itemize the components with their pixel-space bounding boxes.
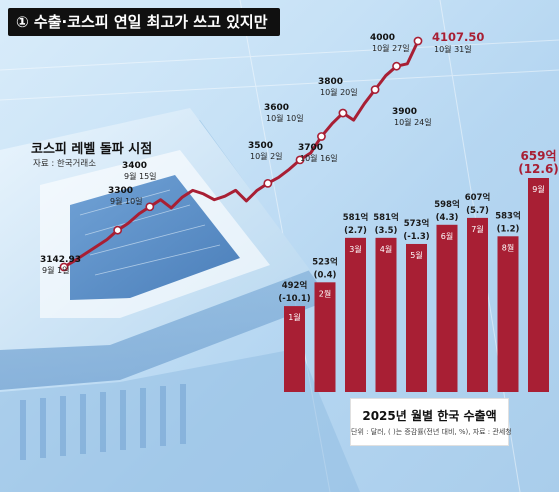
kospi-value-label: 3142.93 (40, 255, 81, 265)
kospi-date-label: 10월 24일 (394, 117, 432, 127)
bar-value-label: 598억 (434, 199, 460, 210)
bar-3월 (345, 237, 366, 392)
bar-month-label: 1월 (288, 312, 300, 322)
kospi-point (392, 61, 401, 71)
bar-5월 (406, 243, 427, 392)
bar-value-label: 659억 (520, 149, 556, 163)
bar-change-label: (1.2) (497, 224, 520, 234)
bar-change-label: (3.5) (375, 226, 398, 236)
bar-month-label: 3월 (349, 244, 361, 254)
export-chart-title: 2025년 월별 한국 수출액 (362, 409, 497, 423)
kospi-value-label: 3300 (108, 186, 133, 196)
bar-7월 (467, 217, 488, 392)
kospi-value-label: 3500 (248, 141, 273, 151)
bar-value-label: 492억 (282, 280, 308, 291)
kospi-line (63, 40, 420, 269)
kospi-value-label: 3600 (264, 103, 289, 113)
kospi-point (338, 108, 348, 118)
bar-change-label: (12.6) (518, 162, 559, 176)
kospi-value-label: 3700 (298, 143, 323, 153)
kospi-date-label: 10월 27일 (372, 43, 410, 53)
bar-month-label: 4월 (380, 244, 392, 254)
kospi-date-label: 10월 16일 (300, 153, 338, 163)
kospi-value-label: 4000 (370, 33, 395, 43)
bar-value-label: 607억 (465, 192, 491, 203)
section-title: ① 수출·코스피 연일 최고가 쓰고 있지만 (8, 8, 280, 36)
kospi-date-label: 10월 10일 (266, 113, 304, 123)
bar-change-label: (4.3) (436, 213, 459, 223)
bar-change-label: (0.4) (314, 270, 337, 280)
kospi-value-label: 3400 (122, 161, 147, 171)
kospi-point (295, 155, 305, 165)
kospi-point (370, 85, 380, 95)
kospi-source: 자료 : 한국거래소 (33, 159, 97, 169)
bar-month-label: 2월 (319, 288, 331, 298)
kospi-date-label: 9월 10일 (110, 196, 143, 206)
kospi-date-label: 9월 15일 (124, 171, 157, 181)
bar-change-label: (-10.1) (278, 294, 310, 304)
bar-value-label: 573억 (404, 218, 430, 229)
bar-1월 (284, 306, 305, 392)
kospi-point (113, 225, 123, 235)
kospi-date-label: 9월 1일 (42, 265, 69, 275)
bar-6월 (436, 224, 458, 392)
kospi-point (145, 202, 155, 212)
bar-change-label: (5.7) (466, 206, 489, 216)
bar-month-label: 7월 (471, 224, 483, 234)
kospi-date-label: 10월 20일 (320, 87, 358, 97)
kospi-point (59, 262, 69, 272)
kospi-date-label: 10월 2일 (250, 151, 283, 161)
bar-change-label: (2.7) (344, 226, 367, 236)
bar-value-label: 583억 (495, 210, 521, 221)
kospi-date-label: 10월 31일 (434, 44, 472, 54)
kospi-value-label: 3900 (392, 107, 417, 117)
bar-month-label: 5월 (410, 250, 422, 260)
bar-value-label: 581억 (343, 212, 369, 223)
export-legend-box: 2025년 월별 한국 수출액 단위 : 달러, ( )는 증감률(전년 대비,… (350, 398, 512, 446)
kospi-value-label: 4107.50 (432, 30, 484, 44)
kospi-chart-title: 코스피 레벨 돌파 시점 (31, 142, 153, 157)
bar-month-label: 8월 (502, 242, 514, 252)
kospi-point (263, 178, 273, 188)
bar-8월 (497, 236, 519, 392)
kospi-value-label: 3800 (318, 77, 343, 87)
bar-value-label: 523억 (312, 256, 338, 267)
kospi-point (317, 132, 326, 141)
bar-2월 (314, 282, 336, 392)
bar-4월 (375, 237, 397, 392)
export-unit-note: 단위 : 달러, ( )는 증감률(전년 대비, %), 자료 : 관세청 (351, 428, 512, 436)
bar-change-label: (-1.3) (403, 232, 429, 242)
bar-month-label: 6월 (441, 231, 453, 241)
bar-value-label: 581억 (373, 212, 399, 223)
bar-9월 (528, 178, 549, 392)
bar-month-label: 9월 (532, 184, 544, 194)
kospi-point (413, 36, 423, 46)
